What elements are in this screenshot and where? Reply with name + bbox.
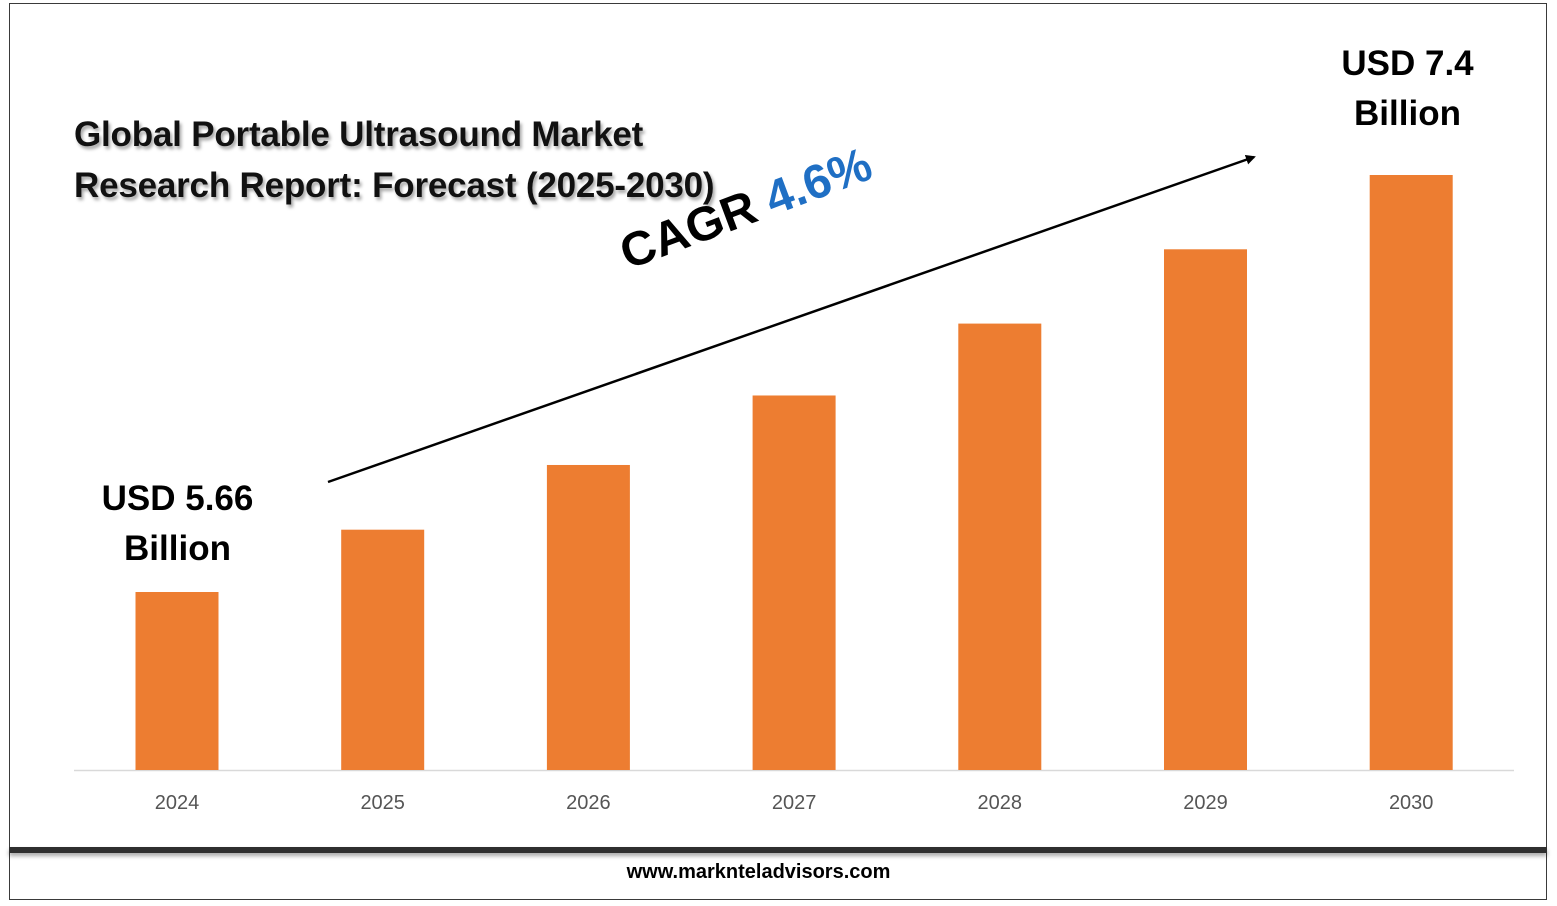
- start-value-amount: USD 5.66: [101, 479, 254, 518]
- chart-frame: [9, 3, 1547, 900]
- x-tick-label: 2025: [360, 792, 405, 814]
- x-tick-label: 2024: [155, 792, 200, 814]
- bar-2026: [546, 464, 630, 770]
- bar-2027: [752, 395, 836, 770]
- bar-2028: [958, 323, 1042, 770]
- start-value-label: USD 5.66 Billion: [90, 474, 265, 574]
- x-tick-label: 2026: [566, 792, 611, 814]
- bar-2029: [1164, 249, 1247, 771]
- footer-website: www.marknteladvisors.com: [626, 861, 891, 883]
- x-tick-label: 2028: [978, 792, 1023, 814]
- x-tick-label: 2029: [1183, 792, 1228, 814]
- chart-title: Global Portable Ultrasound Market Resear…: [74, 115, 715, 205]
- x-tick-label: 2027: [772, 792, 817, 814]
- bar-2025: [341, 529, 425, 770]
- x-tick-label: 2030: [1389, 792, 1434, 814]
- growth-arrow: [327, 154, 1256, 484]
- footer-divider: [9, 847, 1547, 853]
- bar-2024: [135, 592, 219, 770]
- end-value-label: USD 7.4 Billion: [1320, 39, 1495, 139]
- bar-2030: [1369, 175, 1453, 770]
- end-value-amount: USD 7.4: [1341, 44, 1474, 83]
- end-value-unit: Billion: [1354, 94, 1461, 133]
- start-value-unit: Billion: [124, 529, 231, 568]
